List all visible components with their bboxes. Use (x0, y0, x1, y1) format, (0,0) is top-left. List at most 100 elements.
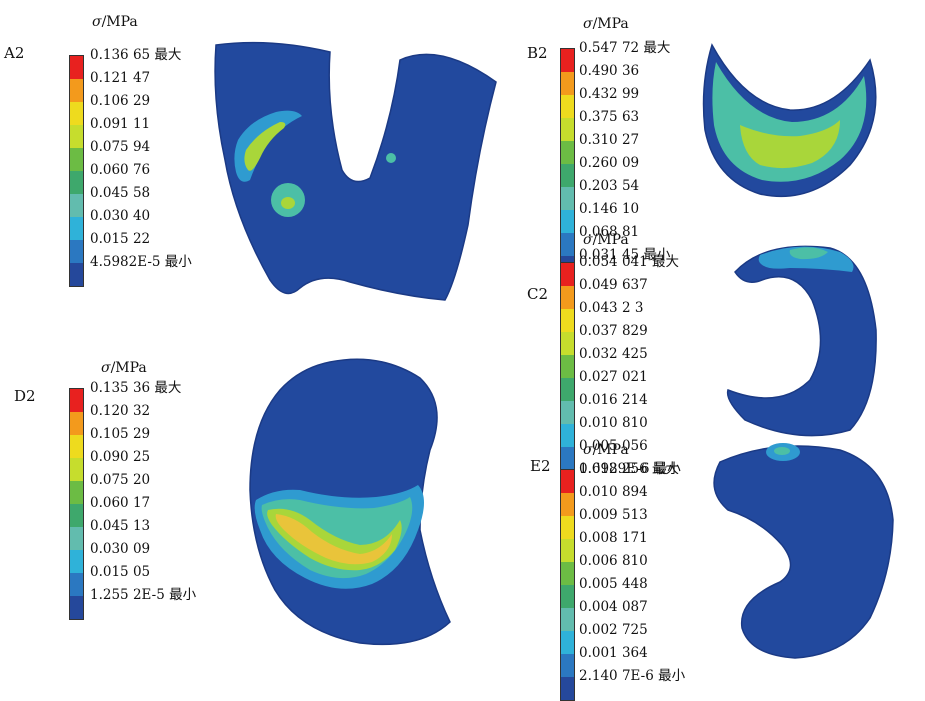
tick-label: 0.049 637 (579, 277, 648, 293)
tick-label: 0.547 72 最大 (579, 40, 671, 56)
panel-label-c2: C2 (527, 285, 549, 303)
colorbar-swatch (561, 355, 574, 378)
stress-region-c2-outer (758, 246, 854, 272)
colorbar-swatch (561, 470, 574, 493)
tick-label: 0.012 256 最大 (579, 461, 679, 477)
tick-label: 0.375 63 (579, 109, 640, 125)
colorbar-swatch (561, 141, 574, 164)
colorbar-c2 (560, 262, 575, 494)
colorbar-swatch (70, 412, 83, 435)
stress-model-c2 (726, 245, 877, 437)
stress-spot-e2-inner (774, 447, 790, 455)
colorbar-swatch (561, 309, 574, 332)
panel-label-a2: A2 (4, 44, 25, 62)
unit-label-e2: σ/MPa (583, 442, 629, 458)
tick-label: 0.030 09 (90, 541, 151, 557)
colorbar-swatch (70, 171, 83, 194)
tick-label: 0.016 214 (579, 392, 648, 408)
tick-label: 0.009 513 (579, 507, 648, 523)
unit-symbol-e2: σ (583, 442, 593, 458)
tick-label: 0.105 29 (90, 426, 151, 442)
colorbar-swatch (70, 596, 83, 619)
stress-spot-a2-core (281, 197, 295, 209)
colorbar-swatch (70, 240, 83, 263)
panel-label-d2: D2 (14, 387, 36, 405)
colorbar-swatch (70, 435, 83, 458)
stress-model-b2 (702, 43, 877, 198)
tick-label: 0.045 58 (90, 185, 151, 201)
colorbar-swatch (70, 263, 83, 286)
tick-label: 0.432 99 (579, 86, 640, 102)
tick-label: 0.054 041 最大 (579, 254, 679, 270)
unit-symbol-b2: σ (583, 16, 593, 32)
colorbar-swatch (70, 458, 83, 481)
colorbar-swatch (70, 79, 83, 102)
unit-label-d2: σ/MPa (101, 360, 147, 376)
tick-label: 4.5982E-5 最小 (90, 254, 192, 270)
unit-label-a2: σ/MPa (92, 14, 138, 30)
colorbar-swatch (561, 608, 574, 631)
unit-label-b2: σ/MPa (583, 16, 629, 32)
stress-region-b2-inner (740, 120, 840, 169)
colorbar-d2 (69, 388, 84, 620)
stress-region-c2-inner (789, 247, 828, 260)
tick-label: 0.106 29 (90, 93, 151, 109)
stress-region-a2-inner (244, 122, 286, 171)
tick-label: 0.005 448 (579, 576, 648, 592)
tick-label: 0.015 22 (90, 231, 151, 247)
tick-label: 0.037 829 (579, 323, 648, 339)
colorbar-swatch (561, 118, 574, 141)
colorbar-swatch (561, 585, 574, 608)
colorbar-swatch (561, 539, 574, 562)
tick-label: 0.203 54 (579, 178, 640, 194)
colorbar-swatch (70, 102, 83, 125)
colorbar-swatch (70, 217, 83, 240)
colorbar-swatch (70, 481, 83, 504)
tick-label: 0.120 32 (90, 403, 151, 419)
colorbar-swatch (561, 233, 574, 256)
tick-label: 0.121 47 (90, 70, 151, 86)
unit-text-b2: /MPa (592, 16, 629, 32)
tick-label: 0.090 25 (90, 449, 151, 465)
unit-text-a2: /MPa (101, 14, 138, 30)
colorbar-b2 (560, 48, 575, 280)
tick-label: 0.135 36 最大 (90, 380, 182, 396)
stress-model-a2 (214, 41, 497, 301)
tick-label: 0.091 11 (90, 116, 151, 132)
colorbar-swatch (70, 194, 83, 217)
colorbar-a2 (69, 55, 84, 287)
tick-label: 0.010 894 (579, 484, 648, 500)
colorbar-swatch (561, 263, 574, 286)
colorbar-swatch (70, 148, 83, 171)
colorbar-swatch (561, 631, 574, 654)
colorbar-swatch (561, 493, 574, 516)
tick-label: 0.004 087 (579, 599, 648, 615)
colorbar-swatch (70, 573, 83, 596)
colorbar-swatch (561, 378, 574, 401)
tick-label: 2.140 7E-6 最小 (579, 668, 686, 684)
tick-label: 0.027 021 (579, 369, 648, 385)
colorbar-swatch (70, 389, 83, 412)
colorbar-swatch (561, 187, 574, 210)
tick-label: 1.255 2E-5 最小 (90, 587, 197, 603)
colorbar-swatch (70, 504, 83, 527)
tick-label: 0.146 10 (579, 201, 640, 217)
model-body-c2 (726, 245, 877, 437)
colorbar-swatch (561, 424, 574, 447)
colorbar-swatch (70, 125, 83, 148)
tick-label: 0.010 810 (579, 415, 648, 431)
tick-label: 0.005 056 (579, 438, 648, 454)
colorbar-swatch (561, 516, 574, 539)
colorbar-swatch (561, 447, 574, 470)
colorbar-swatch (70, 527, 83, 550)
colorbar-swatch (561, 401, 574, 424)
colorbar-swatch (561, 95, 574, 118)
unit-text-e2: /MPa (592, 442, 629, 458)
unit-text-d2: /MPa (110, 360, 147, 376)
stress-model-e2 (713, 443, 894, 659)
tick-label: 0.032 425 (579, 346, 648, 362)
stress-region-d2-peak (275, 514, 392, 565)
stress-spot-a2-small (386, 153, 396, 163)
tick-label: 0.015 05 (90, 564, 151, 580)
tick-label: 0.260 09 (579, 155, 640, 171)
